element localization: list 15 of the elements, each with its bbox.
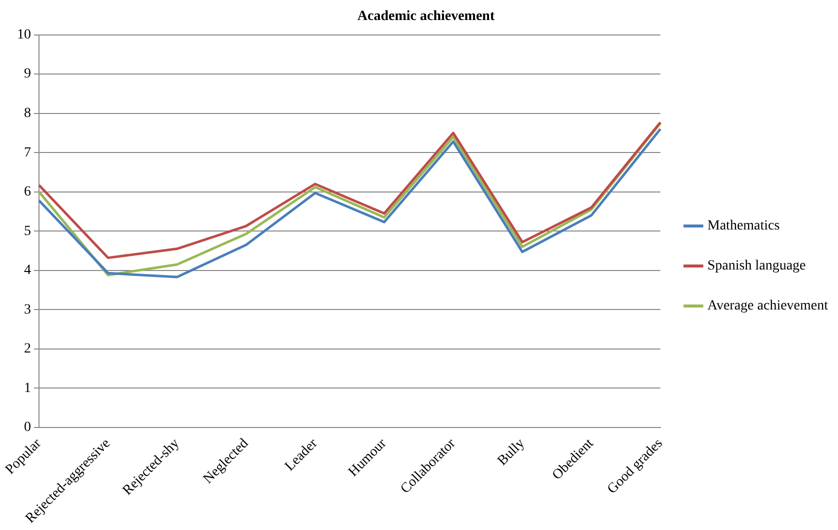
- y-tick-label: 9: [24, 66, 31, 82]
- y-tick-label: 7: [24, 145, 31, 160]
- y-tick-label: 2: [24, 342, 31, 357]
- legend-label: Average achievement: [707, 298, 828, 314]
- legend-label: Spanish language: [707, 258, 806, 274]
- y-tick-label: 4: [24, 263, 31, 278]
- y-tick-label: 6: [24, 184, 31, 200]
- y-tick-label: 10: [17, 27, 31, 42]
- y-tick-label: 1: [24, 380, 31, 396]
- chart-title: Academic achievement: [357, 9, 495, 24]
- y-tick-label: 3: [24, 302, 31, 318]
- legend-label: Mathematics: [707, 218, 780, 234]
- y-tick-label: 5: [24, 224, 31, 239]
- y-tick-label: 0: [24, 420, 31, 436]
- y-tick-label: 8: [24, 106, 31, 121]
